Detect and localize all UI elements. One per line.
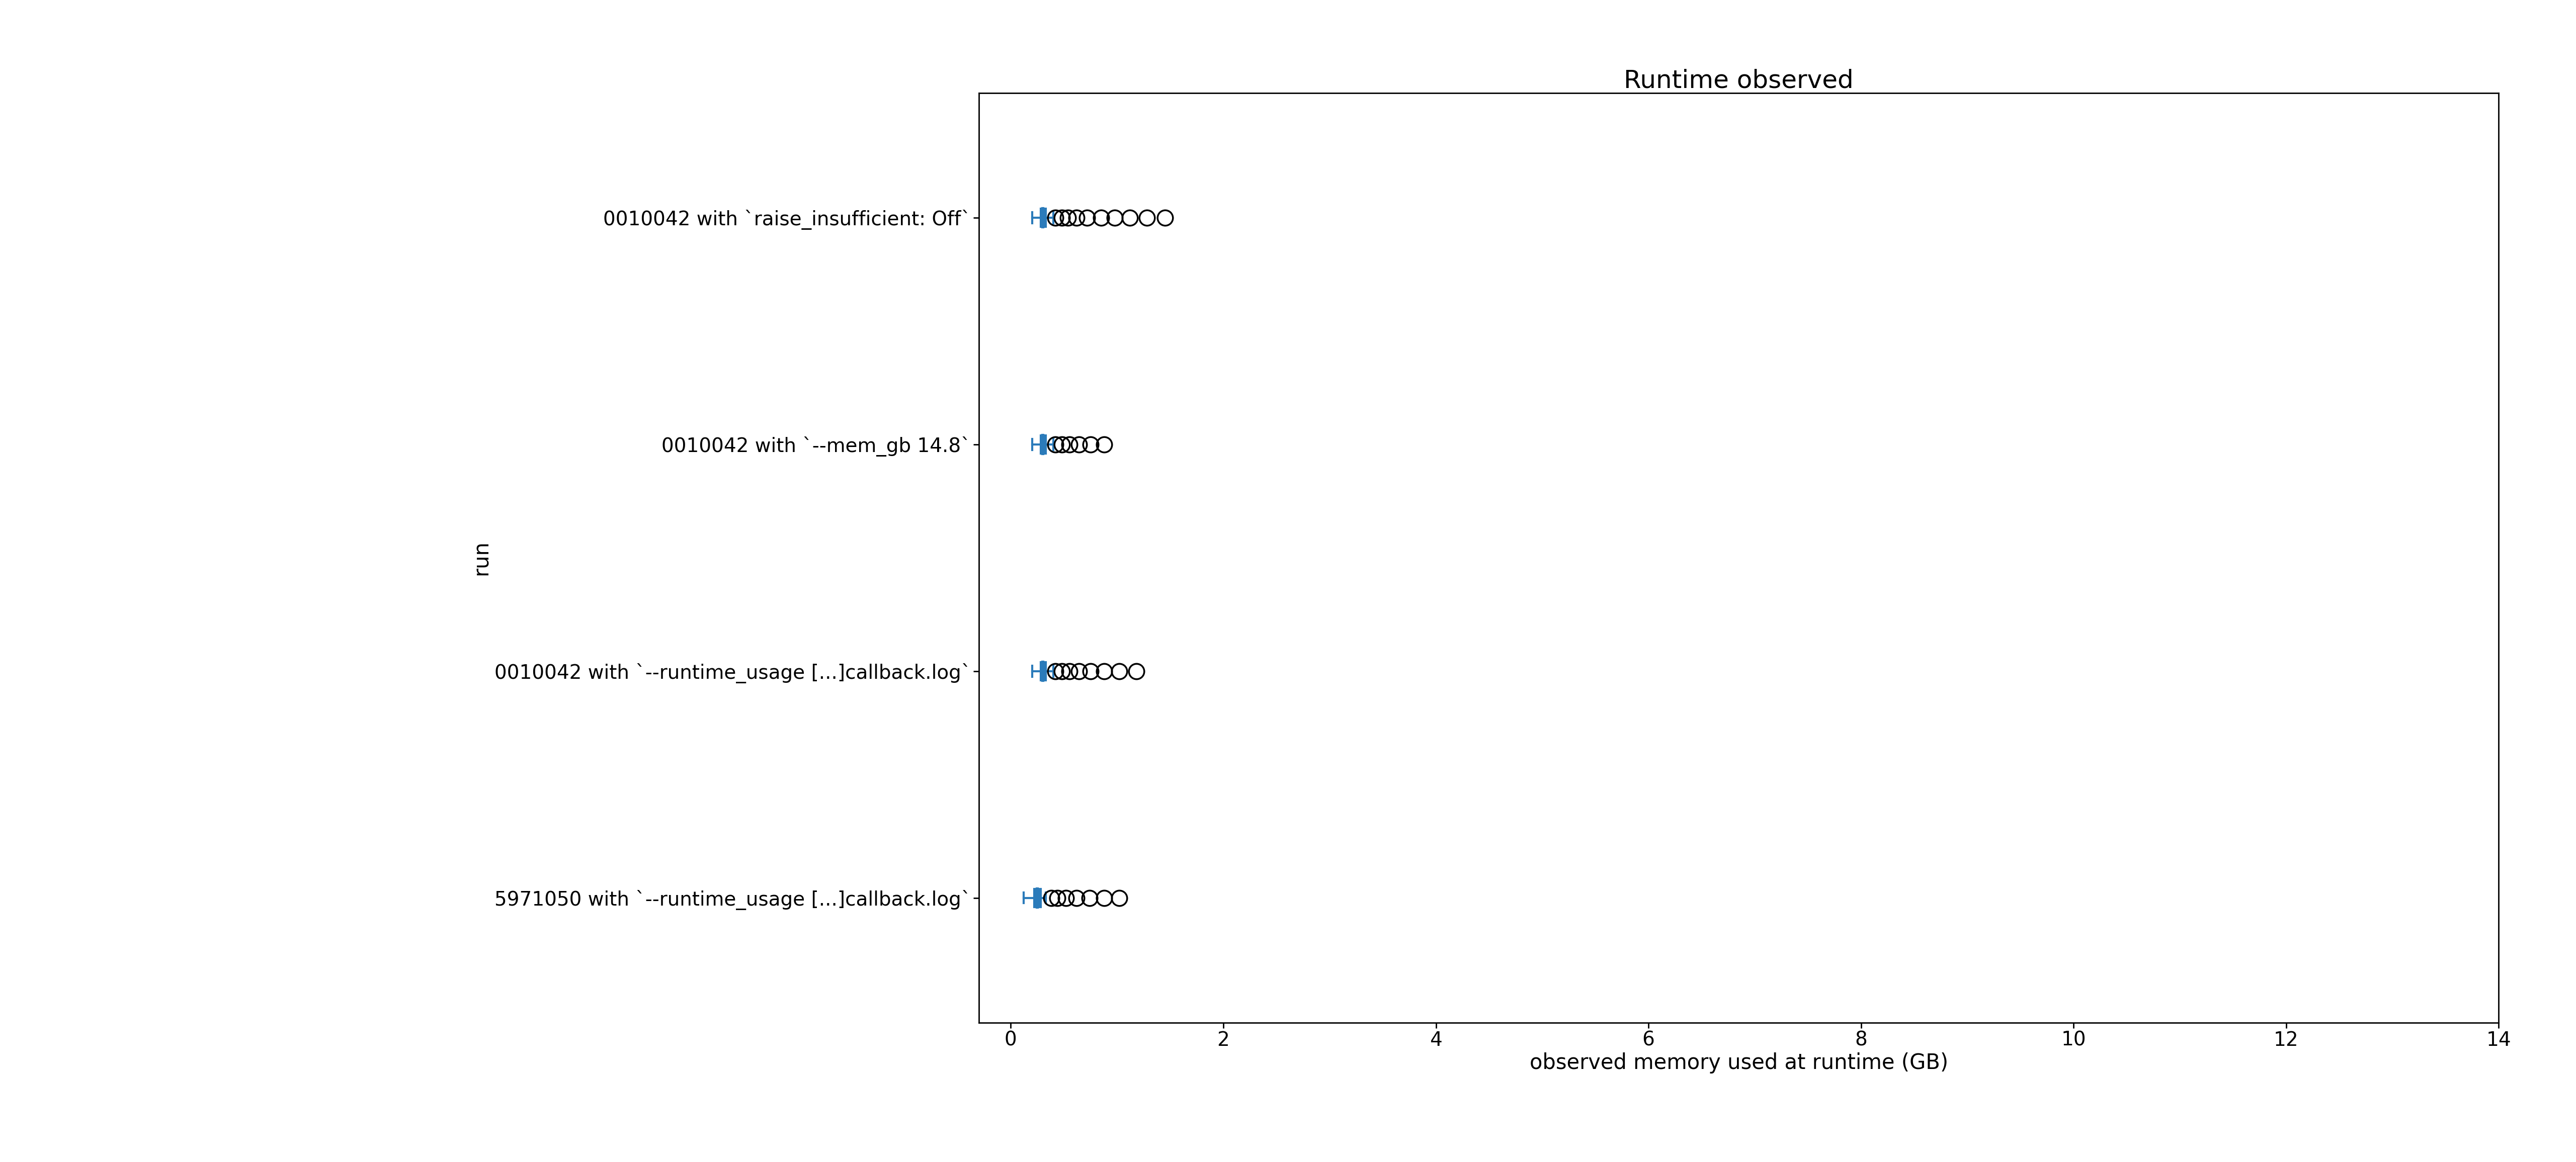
Bar	[1033, 889, 1041, 906]
Bar	[1041, 662, 1046, 680]
Title: Runtime observed: Runtime observed	[1623, 69, 1855, 93]
Bar	[1041, 209, 1046, 227]
Y-axis label: run: run	[471, 540, 492, 575]
Bar	[1041, 436, 1046, 453]
X-axis label: observed memory used at runtime (GB): observed memory used at runtime (GB)	[1530, 1053, 1947, 1074]
